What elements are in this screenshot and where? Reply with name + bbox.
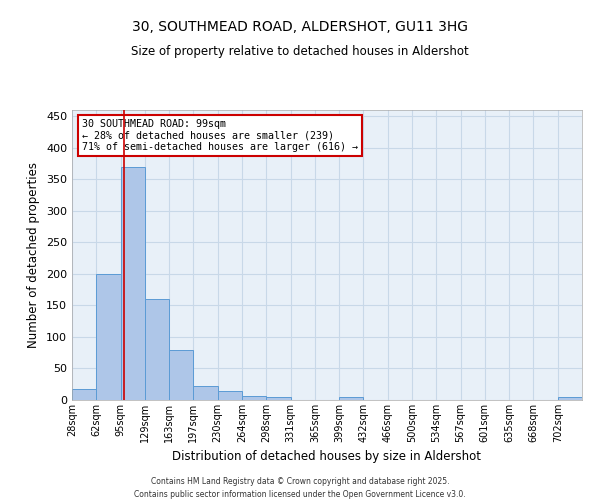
Text: 30 SOUTHMEAD ROAD: 99sqm
← 28% of detached houses are smaller (239)
71% of semi-: 30 SOUTHMEAD ROAD: 99sqm ← 28% of detach… <box>82 118 358 152</box>
Bar <box>218 391 242 400</box>
Bar <box>96 274 121 400</box>
Y-axis label: Number of detached properties: Number of detached properties <box>28 162 40 348</box>
Text: Contains HM Land Registry data © Crown copyright and database right 2025.: Contains HM Land Registry data © Crown c… <box>151 478 449 486</box>
X-axis label: Distribution of detached houses by size in Aldershot: Distribution of detached houses by size … <box>173 450 482 464</box>
Bar <box>121 166 145 400</box>
Bar <box>266 398 290 400</box>
Bar <box>72 388 96 400</box>
Text: Size of property relative to detached houses in Aldershot: Size of property relative to detached ho… <box>131 45 469 58</box>
Bar <box>339 398 364 400</box>
Bar <box>193 386 218 400</box>
Bar <box>242 396 266 400</box>
Bar <box>169 350 193 400</box>
Bar <box>145 299 169 400</box>
Bar <box>558 398 582 400</box>
Text: Contains public sector information licensed under the Open Government Licence v3: Contains public sector information licen… <box>134 490 466 499</box>
Text: 30, SOUTHMEAD ROAD, ALDERSHOT, GU11 3HG: 30, SOUTHMEAD ROAD, ALDERSHOT, GU11 3HG <box>132 20 468 34</box>
